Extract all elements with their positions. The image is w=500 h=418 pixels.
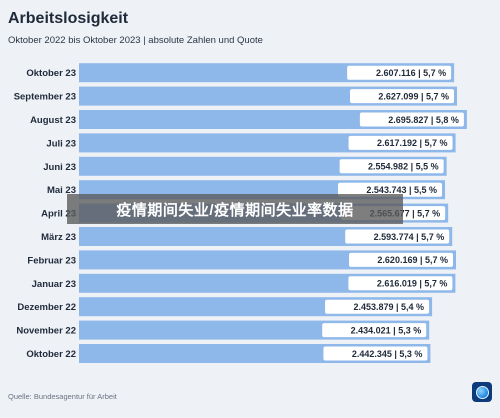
- data-label-box: [349, 89, 454, 104]
- data-label: 2.434.021 | 5,3 %: [351, 325, 422, 335]
- data-label-box: [349, 252, 454, 267]
- chart-title: Arbeitslosigkeit: [8, 10, 129, 27]
- data-label-box: [348, 135, 453, 150]
- data-label-box: [359, 112, 464, 127]
- source-note: Quelle: Bundesagentur für Arbeit: [8, 392, 117, 401]
- category-label: Juni 23: [43, 162, 76, 173]
- data-label: 2.442.345 | 5,3 %: [352, 349, 423, 359]
- data-label: 2.620.169 | 5,7 %: [377, 255, 448, 265]
- category-label: Mai 23: [47, 185, 76, 196]
- data-label: 2.627.099 | 5,7 %: [378, 91, 449, 101]
- category-label: Januar 23: [32, 279, 76, 290]
- data-label: 2.593.774 | 5,7 %: [374, 232, 445, 242]
- data-label: 2.616.019 | 5,7 %: [377, 279, 448, 289]
- data-label-box: [345, 229, 450, 244]
- category-label: August 23: [30, 115, 76, 126]
- category-label: März 23: [41, 232, 76, 243]
- data-label-box: [325, 299, 430, 314]
- category-label: Oktober 22: [26, 349, 76, 360]
- data-label: 2.565.677 | 5,7 %: [370, 208, 441, 218]
- data-label: 2.607.116 | 5,7 %: [376, 68, 446, 78]
- data-label: 2.453.879 | 5,4 %: [353, 302, 424, 312]
- data-label-box: [323, 346, 428, 361]
- category-label: Oktober 23: [26, 68, 76, 79]
- data-label-box: [347, 65, 452, 80]
- data-label-box: [339, 159, 444, 174]
- category-label: September 23: [14, 92, 76, 103]
- data-label: 2.543.743 | 5,5 %: [366, 185, 437, 195]
- category-label: Dezember 22: [17, 302, 76, 313]
- data-label: 2.554.982 | 5,5 %: [368, 162, 439, 172]
- category-label: Februar 23: [27, 255, 76, 266]
- data-label-box: [338, 182, 443, 197]
- category-label: Juli 23: [46, 138, 76, 149]
- watermark-banner: 疫情期间失业/疫情期间失业率数据: [67, 194, 403, 224]
- category-label: April 23: [41, 209, 76, 220]
- data-label-box: [348, 276, 453, 291]
- data-label: 2.617.192 | 5,7 %: [377, 138, 448, 148]
- category-label: November 22: [16, 326, 76, 337]
- data-label: 2.695.827 | 5,8 %: [388, 115, 459, 125]
- chart-subtitle: Oktober 2022 bis Oktober 2023 | absolute…: [8, 35, 263, 46]
- broadcaster-logo-icon: [472, 382, 492, 402]
- data-label-box: [322, 323, 427, 338]
